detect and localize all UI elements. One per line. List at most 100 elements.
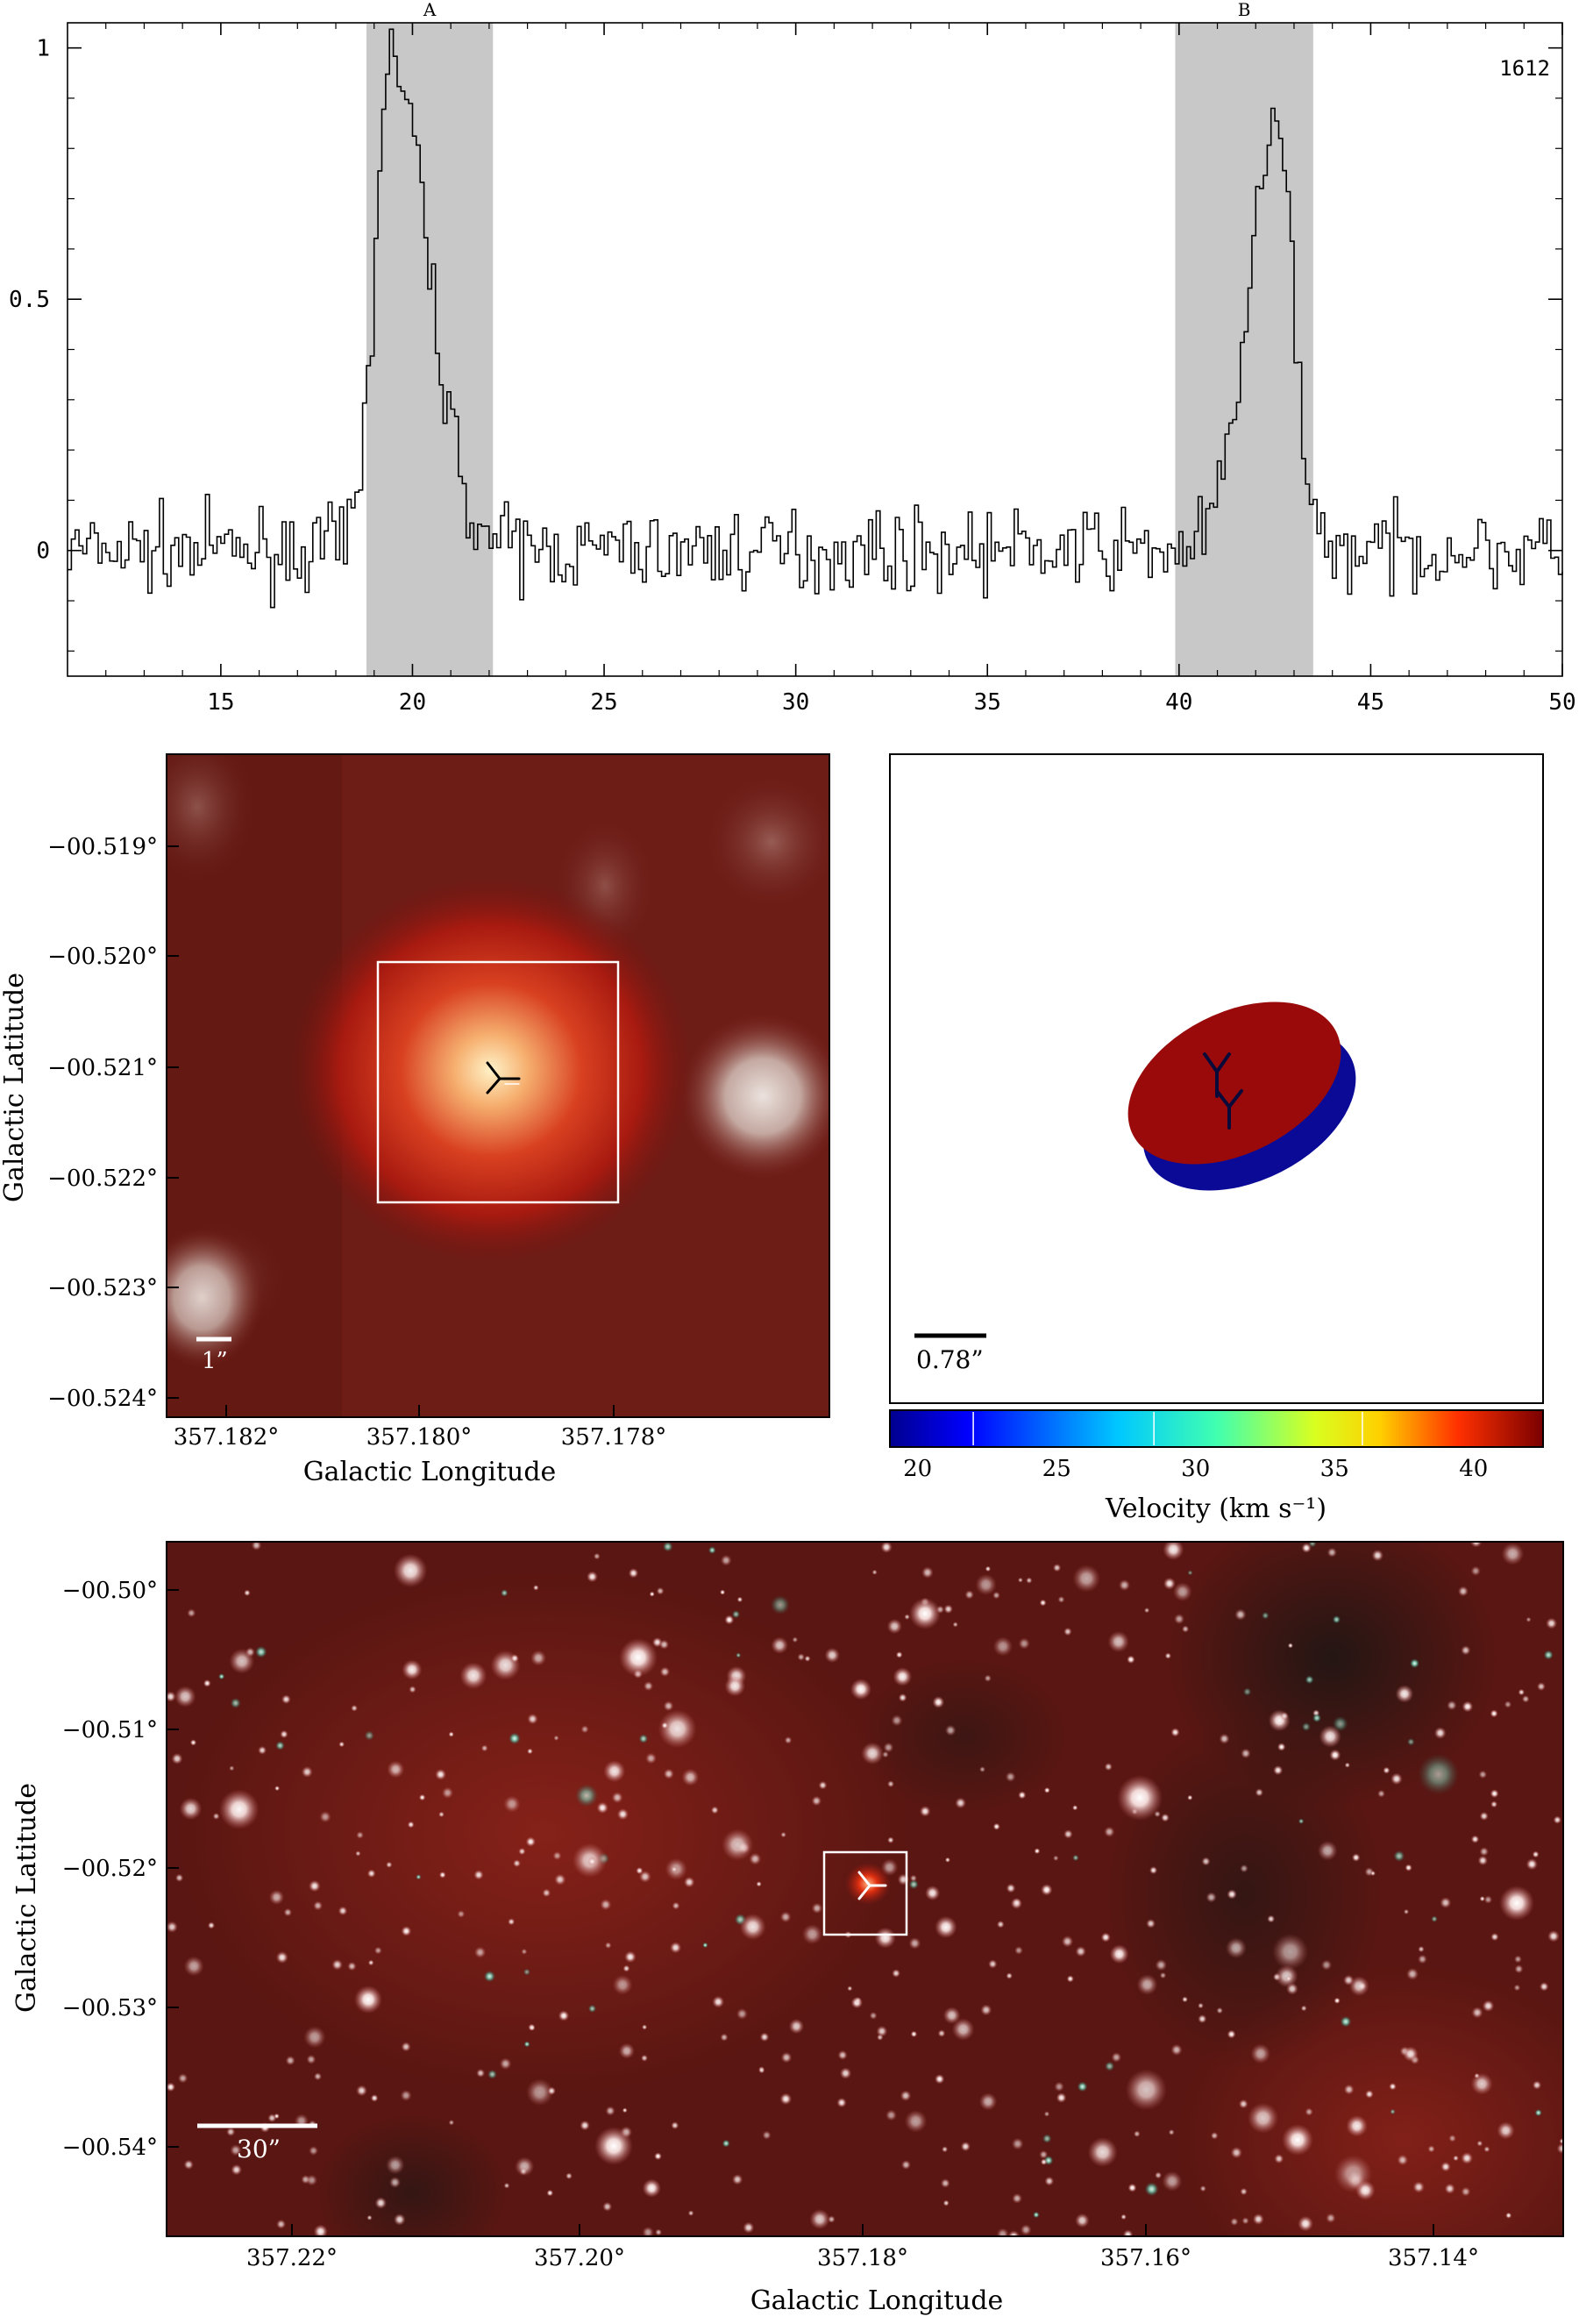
star [1317, 1840, 1338, 1861]
star [1301, 1543, 1312, 1553]
star [887, 1836, 894, 1843]
star [1181, 1625, 1190, 1633]
star [1327, 1547, 1337, 1558]
bright-star [619, 1638, 658, 1677]
star [1478, 1770, 1488, 1779]
y-axis-label: Galactic Latitude [0, 973, 30, 1202]
star [1501, 1542, 1525, 1565]
star [587, 1571, 598, 1583]
star [1390, 2108, 1396, 2115]
star [1043, 2111, 1050, 2117]
x-tick-label: 20 [399, 689, 426, 710]
star [622, 1964, 630, 1972]
star [603, 1760, 626, 1783]
x-tick-label: 357.20° [534, 2245, 625, 2271]
star [503, 1795, 521, 1813]
star [1461, 2152, 1474, 2164]
star [1162, 2171, 1183, 2192]
star [618, 2042, 636, 2059]
star [1277, 1743, 1286, 1751]
star [1240, 1864, 1248, 1873]
star [1143, 1608, 1150, 1614]
star [1012, 1898, 1021, 1907]
star [681, 1768, 700, 1786]
star [1014, 1946, 1023, 1955]
star [373, 1946, 382, 1955]
star [663, 1768, 674, 1779]
star [1319, 1725, 1341, 1748]
star [554, 1873, 566, 1886]
star [900, 2090, 912, 2101]
star [1230, 2217, 1239, 2227]
star [1383, 1766, 1391, 1774]
star [801, 1924, 823, 1945]
star [1329, 1749, 1341, 1761]
star [1052, 1564, 1062, 1572]
star [811, 1795, 822, 1807]
star [1262, 1611, 1270, 1620]
star [1479, 1811, 1489, 1821]
star [1553, 1815, 1562, 1824]
star [1371, 1549, 1384, 1562]
star [891, 1714, 903, 1727]
star [1462, 1700, 1474, 1713]
star [720, 1589, 726, 1595]
star [1370, 1871, 1376, 1877]
star [687, 2210, 694, 2216]
star [1039, 2149, 1049, 2159]
star [1248, 2102, 1279, 2134]
star [1149, 1866, 1158, 1875]
star [683, 1876, 695, 1888]
star [1343, 2084, 1355, 2095]
zoom-map: 1” −00.519° −00.520° −00.521° −00.522° −00.5… [0, 753, 830, 1487]
star [1007, 2230, 1020, 2236]
star [622, 2107, 628, 2114]
star [1403, 2046, 1419, 2062]
star [616, 1808, 629, 1821]
star [978, 2092, 998, 2111]
star [518, 1847, 526, 1856]
star [1470, 1835, 1480, 1843]
maser-map-panel: 0.78” 20 25 30 35 40 Velocity (km s⁻¹) [877, 737, 1579, 1543]
star [1504, 1700, 1512, 1708]
star [935, 1915, 957, 1939]
star [255, 1645, 267, 1658]
star [386, 1861, 393, 1868]
star [1447, 1700, 1457, 1711]
star [837, 2050, 848, 2060]
star [1505, 2212, 1512, 2219]
star [921, 1566, 934, 1579]
star [1161, 1813, 1170, 1822]
star [1301, 1722, 1311, 1732]
star [179, 1797, 203, 1821]
star [1403, 1908, 1410, 1914]
star [280, 1729, 288, 1739]
star [1107, 1630, 1129, 1653]
star [720, 1554, 732, 1566]
star [1431, 1915, 1438, 1922]
star [331, 1959, 344, 1971]
star [756, 1881, 762, 1887]
star [736, 1596, 743, 1603]
star [1172, 1582, 1192, 1602]
star [1155, 1959, 1168, 1971]
y-tick-label: −00.50° [62, 1578, 158, 1604]
x-tick-label: 50 [1548, 689, 1575, 710]
star [1198, 2002, 1204, 2009]
star [1285, 1975, 1292, 1982]
x-axis-label: Galactic Longitude [303, 1457, 557, 1487]
star [1280, 1712, 1289, 1721]
star [218, 1673, 225, 1680]
star [736, 2007, 748, 2020]
star [1120, 2214, 1127, 2221]
maser-marker-icon [857, 1871, 887, 1900]
y-tick-label: −00.522° [47, 1166, 158, 1192]
star [394, 2214, 406, 2226]
maser-marker-icon [486, 1061, 521, 1094]
star [1164, 1652, 1172, 1659]
star [1230, 2146, 1243, 2159]
star [854, 1996, 862, 2004]
star [1250, 2043, 1271, 2064]
star [1556, 2142, 1563, 2154]
star [670, 1942, 682, 1954]
